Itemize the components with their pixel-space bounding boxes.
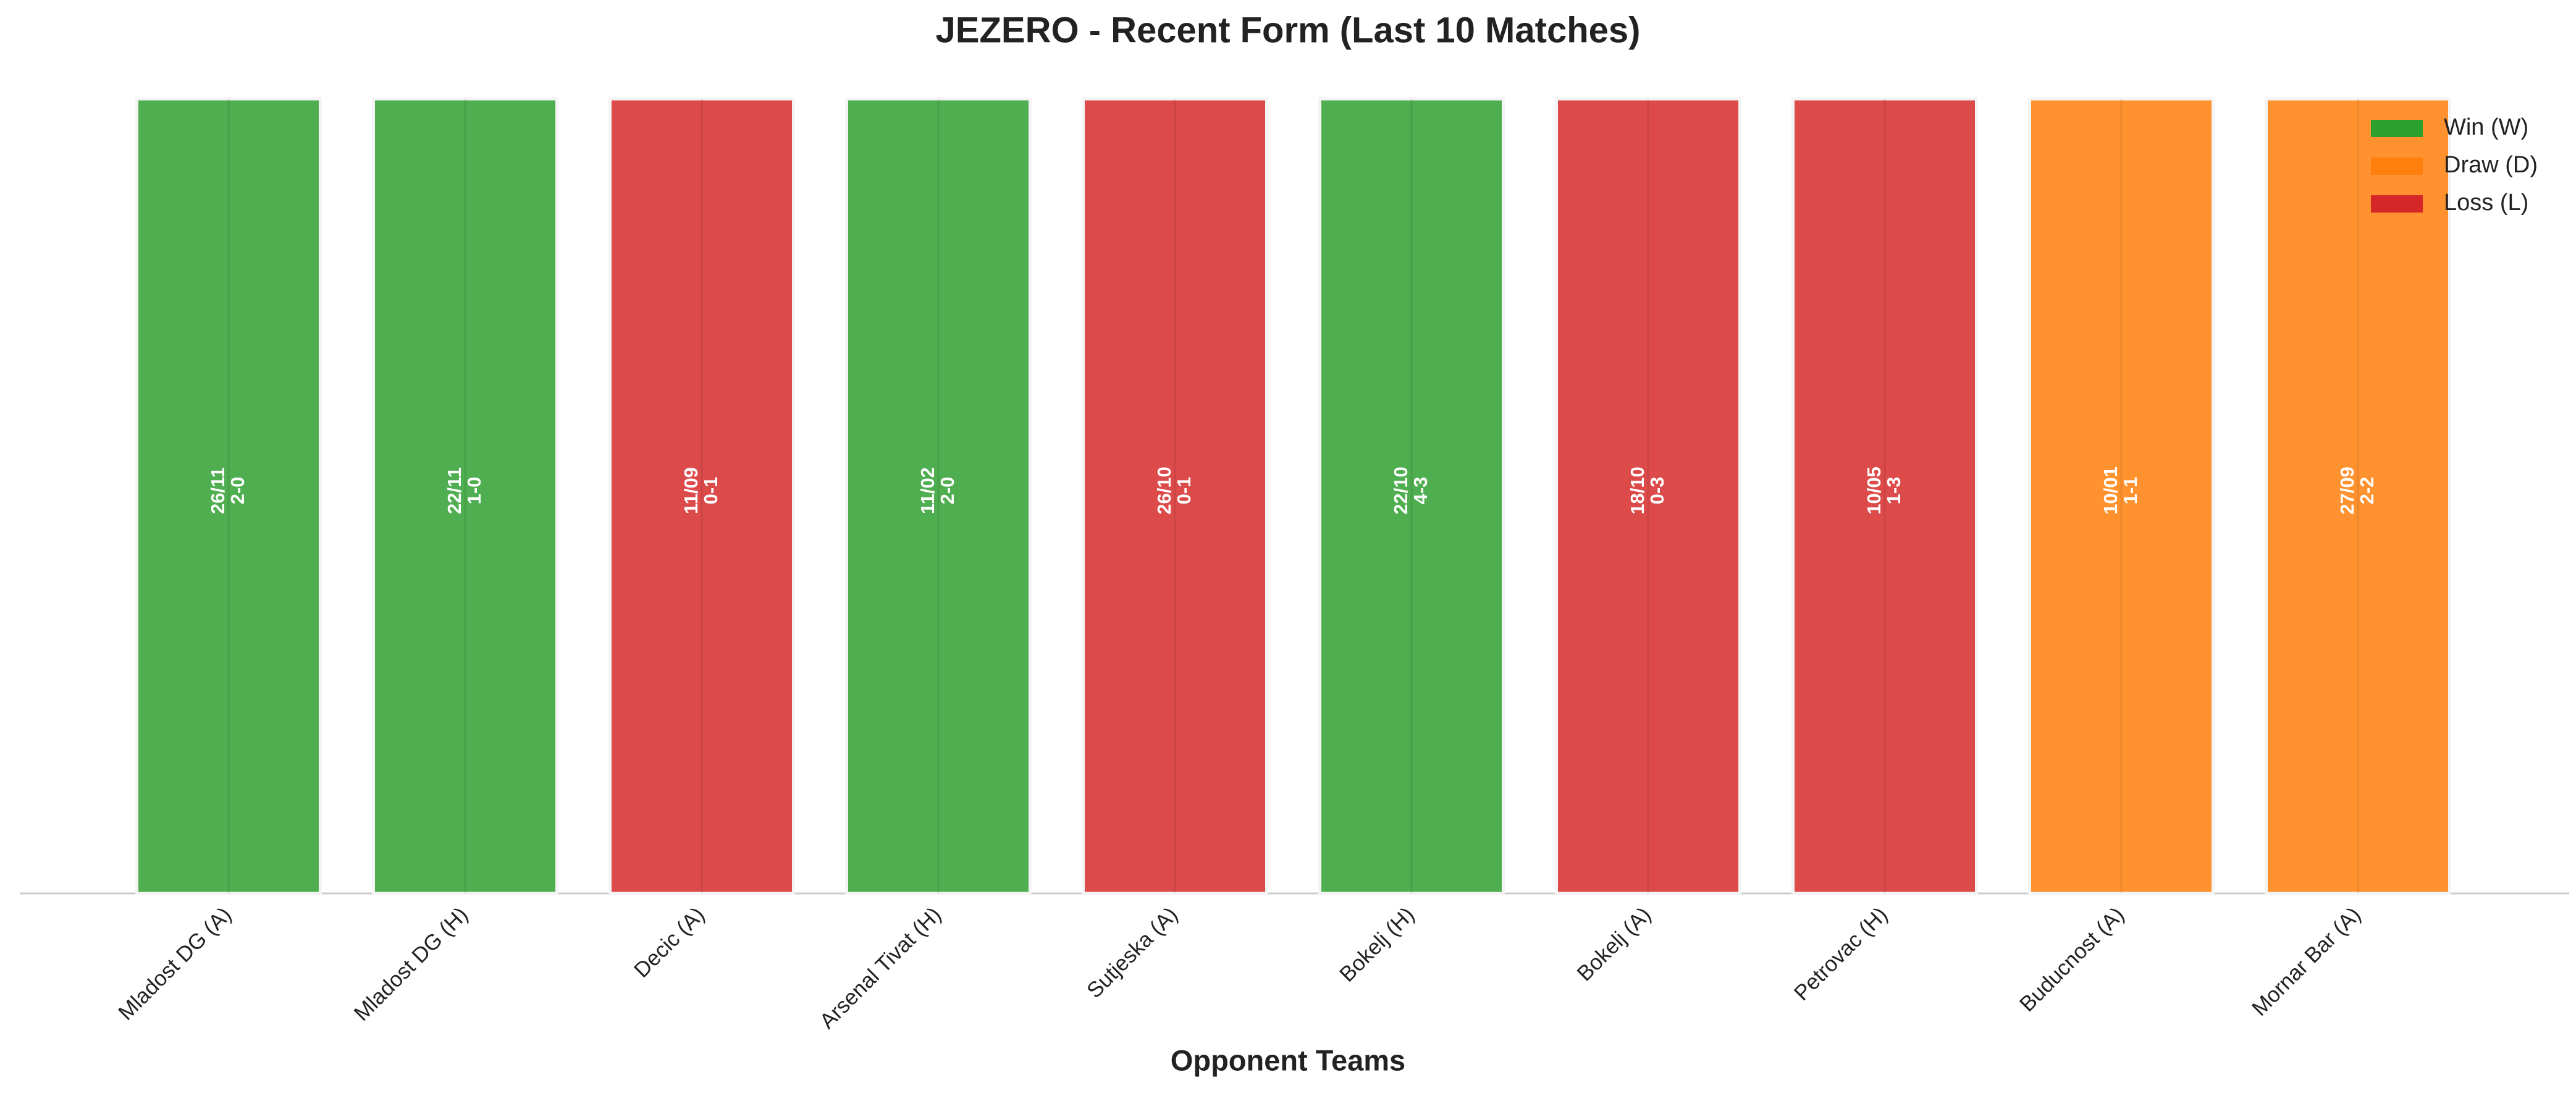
match-date: 26/11 <box>207 467 229 514</box>
bar <box>372 97 558 895</box>
match-score: 2-0 <box>937 477 958 505</box>
match-date: 27/09 <box>2336 466 2358 515</box>
x-axis-label: Opponent Teams <box>1171 1044 1405 1076</box>
legend-swatch <box>2371 195 2423 213</box>
legend-label: Win (W) <box>2444 114 2528 140</box>
match-score: 1-1 <box>2119 477 2141 505</box>
bar-annotation: 26/112-0 <box>207 467 248 514</box>
chart-title: JEZERO - Recent Form (Last 10 Matches) <box>936 10 1641 50</box>
bar-annotation: 22/111-0 <box>444 467 485 514</box>
bar <box>1082 97 1268 895</box>
bar <box>1791 97 1978 895</box>
bar-annotation: 22/104-3 <box>1390 466 1431 515</box>
match-date: 22/11 <box>444 467 465 514</box>
bar-annotation: 11/022-0 <box>917 467 958 514</box>
legend-swatch <box>2371 120 2423 137</box>
legend-label: Draw (D) <box>2444 152 2538 178</box>
bar <box>608 97 795 895</box>
bar <box>2028 97 2215 895</box>
match-date: 18/10 <box>1627 466 1648 515</box>
match-date: 10/01 <box>2100 466 2121 515</box>
bar-annotation: 10/011-1 <box>2100 466 2141 515</box>
match-score: 2-0 <box>227 477 248 505</box>
legend-swatch <box>2371 158 2423 175</box>
match-score: 0-1 <box>1173 477 1195 505</box>
match-date: 11/02 <box>917 467 938 514</box>
bar <box>845 97 1032 895</box>
legend-label: Loss (L) <box>2444 190 2528 216</box>
match-date: 26/10 <box>1153 466 1175 515</box>
bar <box>2265 97 2451 895</box>
bar-annotation: 18/100-3 <box>1627 466 1668 515</box>
match-date: 22/10 <box>1390 466 1412 515</box>
bar <box>1318 97 1505 895</box>
match-date: 11/09 <box>680 467 702 514</box>
bar <box>135 97 322 895</box>
match-date: 10/05 <box>1863 466 1885 515</box>
bar-annotation: 26/100-1 <box>1153 466 1195 515</box>
match-score: 2-2 <box>2356 477 2378 505</box>
match-score: 0-1 <box>700 477 722 505</box>
match-score: 1-0 <box>463 477 485 505</box>
match-score: 1-3 <box>1883 477 1905 505</box>
bar-annotation: 27/092-2 <box>2336 466 2378 515</box>
match-score: 4-3 <box>1410 477 1431 505</box>
match-score: 0-3 <box>1646 477 1668 505</box>
bar <box>1555 97 1741 895</box>
bar-annotation: 10/051-3 <box>1863 466 1905 515</box>
bar-annotation: 11/090-1 <box>680 467 722 514</box>
